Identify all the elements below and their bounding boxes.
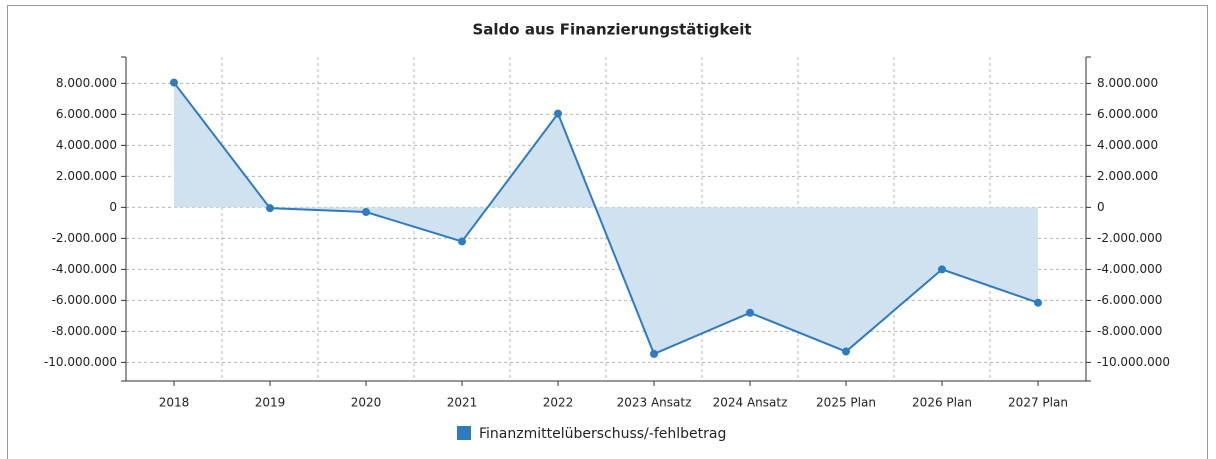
legend-swatch bbox=[457, 426, 471, 440]
point bbox=[266, 204, 274, 213]
area bbox=[174, 82, 1038, 354]
x-tick-label: 2018 bbox=[159, 396, 190, 410]
y-tick-label: 2.000.000 bbox=[56, 169, 117, 183]
x-tick-label: 2025 Plan bbox=[816, 396, 876, 410]
y-tick-label: 4.000.000 bbox=[56, 138, 117, 152]
point bbox=[650, 349, 658, 358]
point bbox=[1034, 298, 1042, 307]
y-tick-label: -10.000.000 bbox=[44, 355, 117, 369]
y-tick-label: -4.000.000 bbox=[52, 262, 117, 276]
x-tick-label: 2022 bbox=[543, 396, 574, 410]
legend-label: Finanzmittelüberschuss/-fehlbetrag bbox=[479, 426, 726, 442]
y2-tick-label: 4.000.000 bbox=[1097, 138, 1158, 152]
y-tick-label: -2.000.000 bbox=[52, 231, 117, 245]
x-tick-label: 2026 Plan bbox=[912, 396, 972, 410]
x-tick-label: 2027 Plan bbox=[1008, 396, 1068, 410]
y2-tick-label: -4.000.000 bbox=[1097, 262, 1162, 276]
y2-tick-label: -2.000.000 bbox=[1097, 231, 1162, 245]
y2-tick-label: -6.000.000 bbox=[1097, 293, 1162, 307]
point bbox=[170, 78, 178, 87]
y2-tick-label: 0 bbox=[1097, 200, 1105, 214]
x-tick-label: 2019 bbox=[255, 396, 286, 410]
y2-tick-label: 2.000.000 bbox=[1097, 169, 1158, 183]
y2-tick-label: -8.000.000 bbox=[1097, 324, 1162, 338]
x-tick-label: 2020 bbox=[351, 396, 382, 410]
y2-tick-label: 8.000.000 bbox=[1097, 76, 1158, 90]
chart-title: Saldo aus Finanzierungstätigkeit bbox=[472, 21, 751, 39]
y-tick-label: 0 bbox=[109, 200, 117, 214]
point bbox=[554, 109, 562, 118]
line bbox=[173, 81, 1039, 356]
point bbox=[842, 347, 850, 356]
y-tick-label: -8.000.000 bbox=[52, 324, 117, 338]
x-tick-label: 2023 Ansatz bbox=[617, 396, 692, 410]
x-tick-label: 2024 Ansatz bbox=[713, 396, 788, 410]
x-tick-label: 2021 bbox=[447, 396, 478, 410]
y-tick-label: -6.000.000 bbox=[52, 293, 117, 307]
y2-tick-label: -10.000.000 bbox=[1097, 355, 1170, 369]
y-tick-label: 6.000.000 bbox=[56, 107, 117, 121]
y-tick-label: 8.000.000 bbox=[56, 76, 117, 90]
point bbox=[362, 208, 370, 217]
point bbox=[458, 237, 466, 246]
point bbox=[746, 308, 754, 317]
point bbox=[938, 265, 946, 274]
y2-tick-label: 6.000.000 bbox=[1097, 107, 1158, 121]
